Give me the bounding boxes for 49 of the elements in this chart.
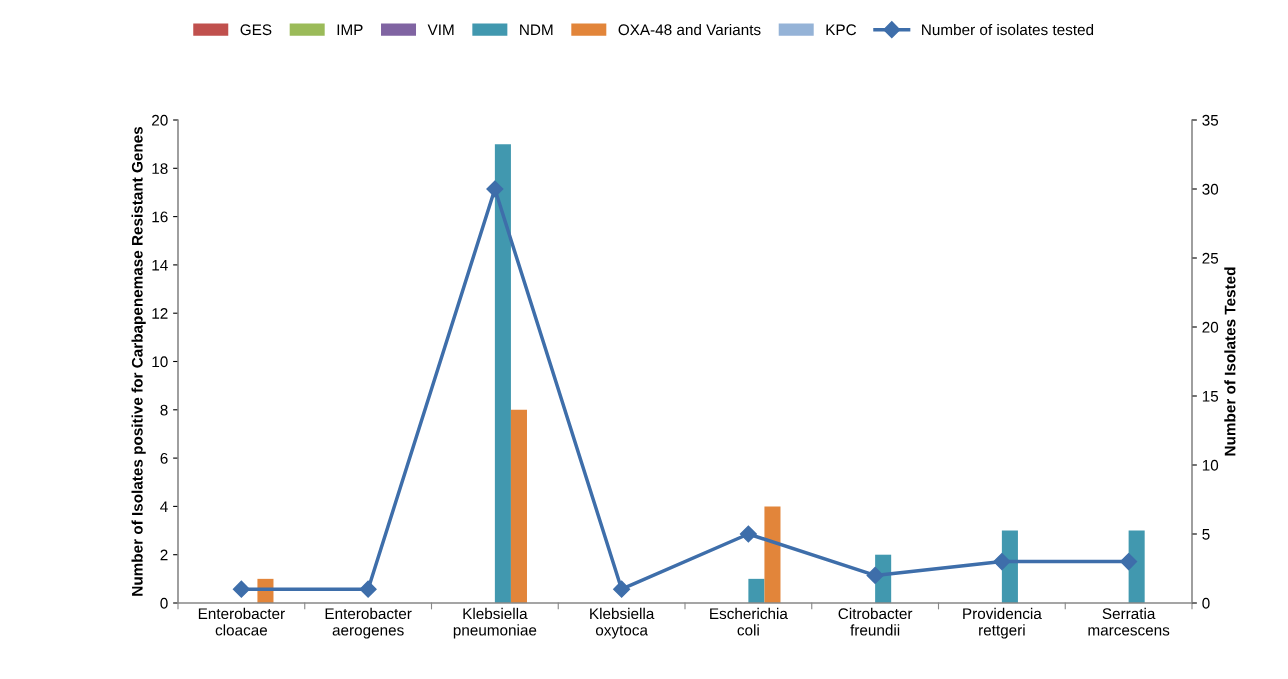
y-tick-label: 16 [152, 211, 168, 223]
y2-tick-label: 0 [1202, 597, 1210, 609]
point [739, 525, 757, 543]
legend-label: OXA-48 and Variants [618, 23, 761, 36]
y2-tick-label: 10 [1202, 459, 1219, 471]
bar [1128, 530, 1145, 603]
y-tick-label: 4 [160, 501, 168, 512]
bar [764, 506, 781, 603]
bar [494, 144, 511, 603]
y-tick-label: 6 [160, 452, 168, 464]
x-tick-label: Klebsiella oxytoca [590, 607, 655, 639]
y-tick-label: 10 [152, 356, 168, 368]
bar [510, 409, 527, 603]
x-tick-label: Enterobacter aerogenes [325, 607, 412, 639]
point [866, 566, 884, 584]
y-tick-label: 20 [152, 114, 168, 126]
y-tick-label: 12 [152, 308, 168, 319]
point [1120, 553, 1138, 571]
x-tick-label: Klebsiella pneumoniae [453, 607, 537, 639]
y2-tick-label: 20 [1202, 321, 1219, 333]
y-tick-label: 14 [152, 259, 168, 271]
legend-label: VIM [427, 24, 454, 36]
legend-label: Number of isolates tested [922, 23, 1094, 36]
x-tick-label: Enterobacter cloacae [198, 607, 285, 636]
y-tick-label: 18 [152, 163, 168, 174]
legend-label: IMP [337, 24, 363, 36]
x-tick-label: Providencia rettgeri [963, 607, 1042, 639]
legend-label: NDM [520, 24, 553, 36]
y2-tick-label: 25 [1202, 252, 1219, 264]
legend-label: GES [240, 24, 272, 36]
point [359, 580, 377, 598]
y2-tick-label: 5 [1202, 529, 1210, 540]
y-tick-label: 8 [160, 404, 168, 416]
point [613, 580, 631, 598]
y-axis-title: Number of Isolates positive for Carbapenemase Resistant Genes [131, 126, 146, 596]
y-tick-label: 2 [160, 549, 168, 561]
point [232, 580, 250, 598]
x-tick-label: Serratia marcescens [1088, 607, 1170, 636]
y2-tick-label: 30 [1202, 183, 1219, 195]
y2-tick-label: 35 [1202, 114, 1219, 126]
point [993, 553, 1011, 571]
x-tick-label: Escherichia coli [710, 607, 788, 636]
x-tick-label: Citrobacter freundii [838, 607, 913, 636]
y2-axis-title: Number of Isolates Tested [1224, 267, 1236, 456]
point [486, 180, 504, 198]
bar [748, 578, 765, 603]
y-tick-label: 0 [160, 597, 168, 609]
y2-tick-label: 15 [1202, 391, 1219, 402]
legend-label: KPC [826, 24, 857, 36]
